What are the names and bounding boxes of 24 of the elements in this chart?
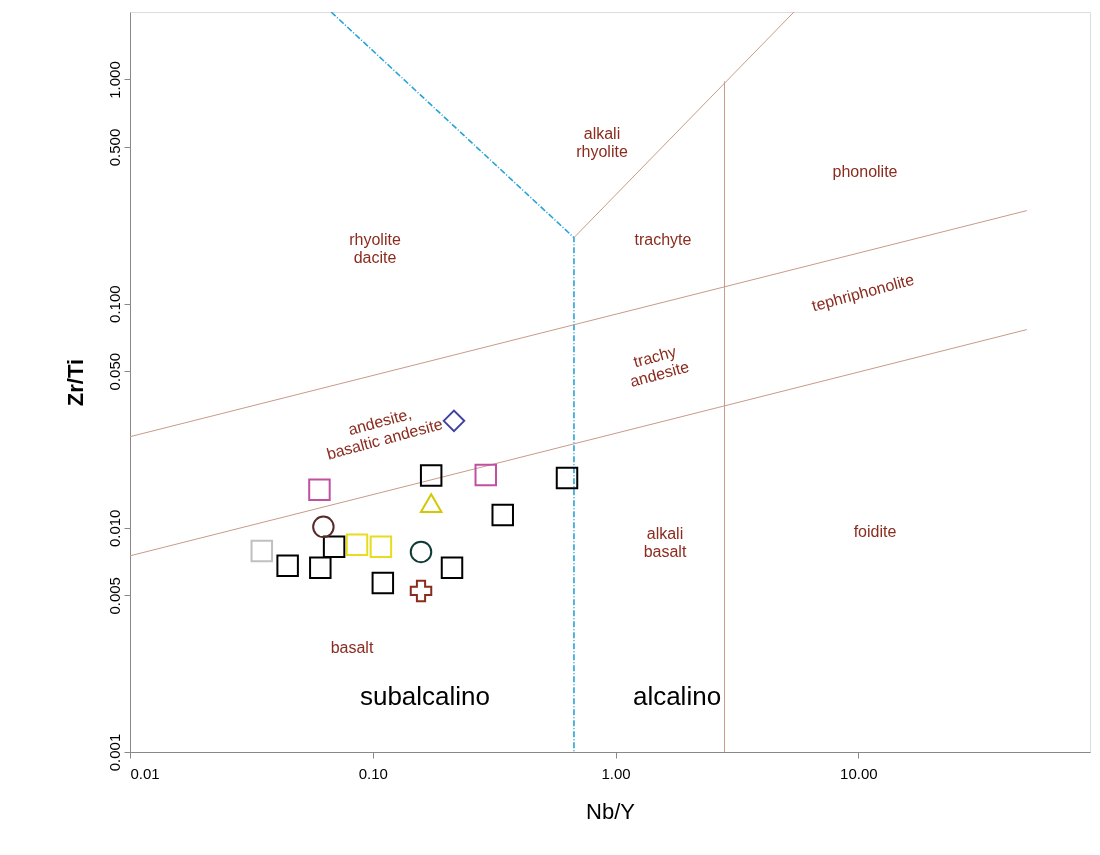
y-axis-title: Zr/Ti [62,358,88,407]
x-axis-title: Nb/Y [586,798,636,824]
annotation: phonolite [832,163,898,180]
annotation: trachyte [634,231,692,248]
y-tick-label: 0.100 [105,285,123,323]
annotation: basalt [330,639,374,656]
annotation: alkali basalt [643,525,687,560]
annotation: subalcalino [359,681,491,711]
annotation: trachy andesite [628,342,692,390]
annotation: alkali rhyolite [576,125,628,160]
annotation: foidite [853,523,897,540]
y-tick-label: 0.010 [105,509,123,548]
x-tick-label: 0.10 [358,764,388,782]
annotation: alcalino [632,681,722,711]
y-tick-label: 1.000 [105,61,123,99]
x-tick-label: 1.00 [601,764,631,782]
annotation: andesite, basaltic andesite [324,404,445,463]
y-tick-label: 0.050 [105,352,123,391]
x-tick-label: 0.01 [130,764,160,782]
y-tick-label: 0.001 [105,733,123,772]
x-tick-label: 10.00 [840,764,878,782]
y-tick-label: 0.005 [105,577,123,615]
annotation: rhyolite dacite [349,231,401,266]
y-tick-label: 0.500 [105,128,123,167]
